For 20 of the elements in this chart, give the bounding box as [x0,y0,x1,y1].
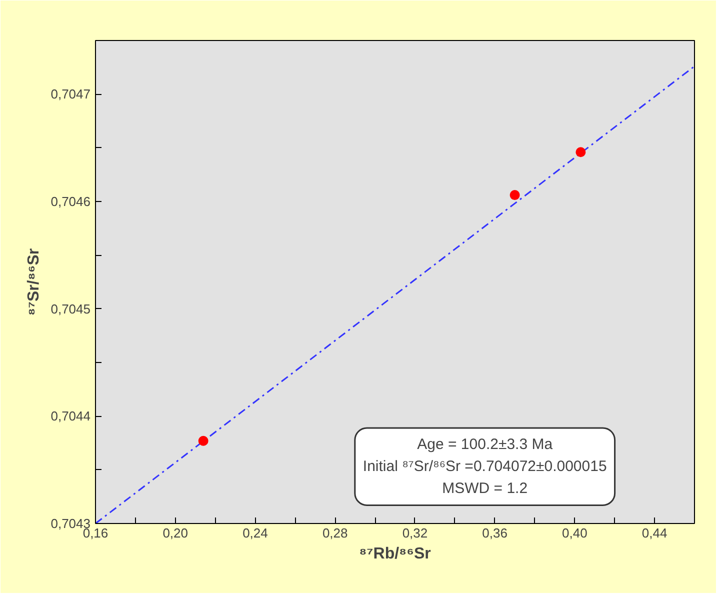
x-tick-label: 0,44 [642,526,668,540]
y-tick-label: 0,7044 [50,408,91,424]
x-tick-label: 0,32 [402,526,428,540]
y-tick-label: 0,7046 [50,194,91,209]
y-tick-label: 0,7047 [50,86,91,102]
annotation: MSWD = 1.2 [442,480,528,498]
y-tick-label: 0,7043 [50,516,91,531]
point [510,190,520,200]
x-tick-label: 0,36 [482,526,508,540]
annotation: Initial ⁸⁷Sr/⁸⁶Sr =0.704072±0.000015 [362,458,607,476]
x-tick-label: 0,28 [322,526,348,540]
y-tick-label: 0,7045 [50,301,91,316]
annotation: Age = 100.2±3.3 Ma [417,436,554,454]
point [576,147,586,158]
x-tick-label: 0,40 [562,526,588,540]
y-axis-title: ⁸⁷Sr/⁸⁶Sr [26,248,43,316]
x-tick-label: 0,20 [162,526,188,540]
point [198,436,208,446]
x-axis-title: ⁸⁷Rb/⁸⁶Sr [359,546,431,562]
x-tick-label: 0,24 [242,526,268,540]
